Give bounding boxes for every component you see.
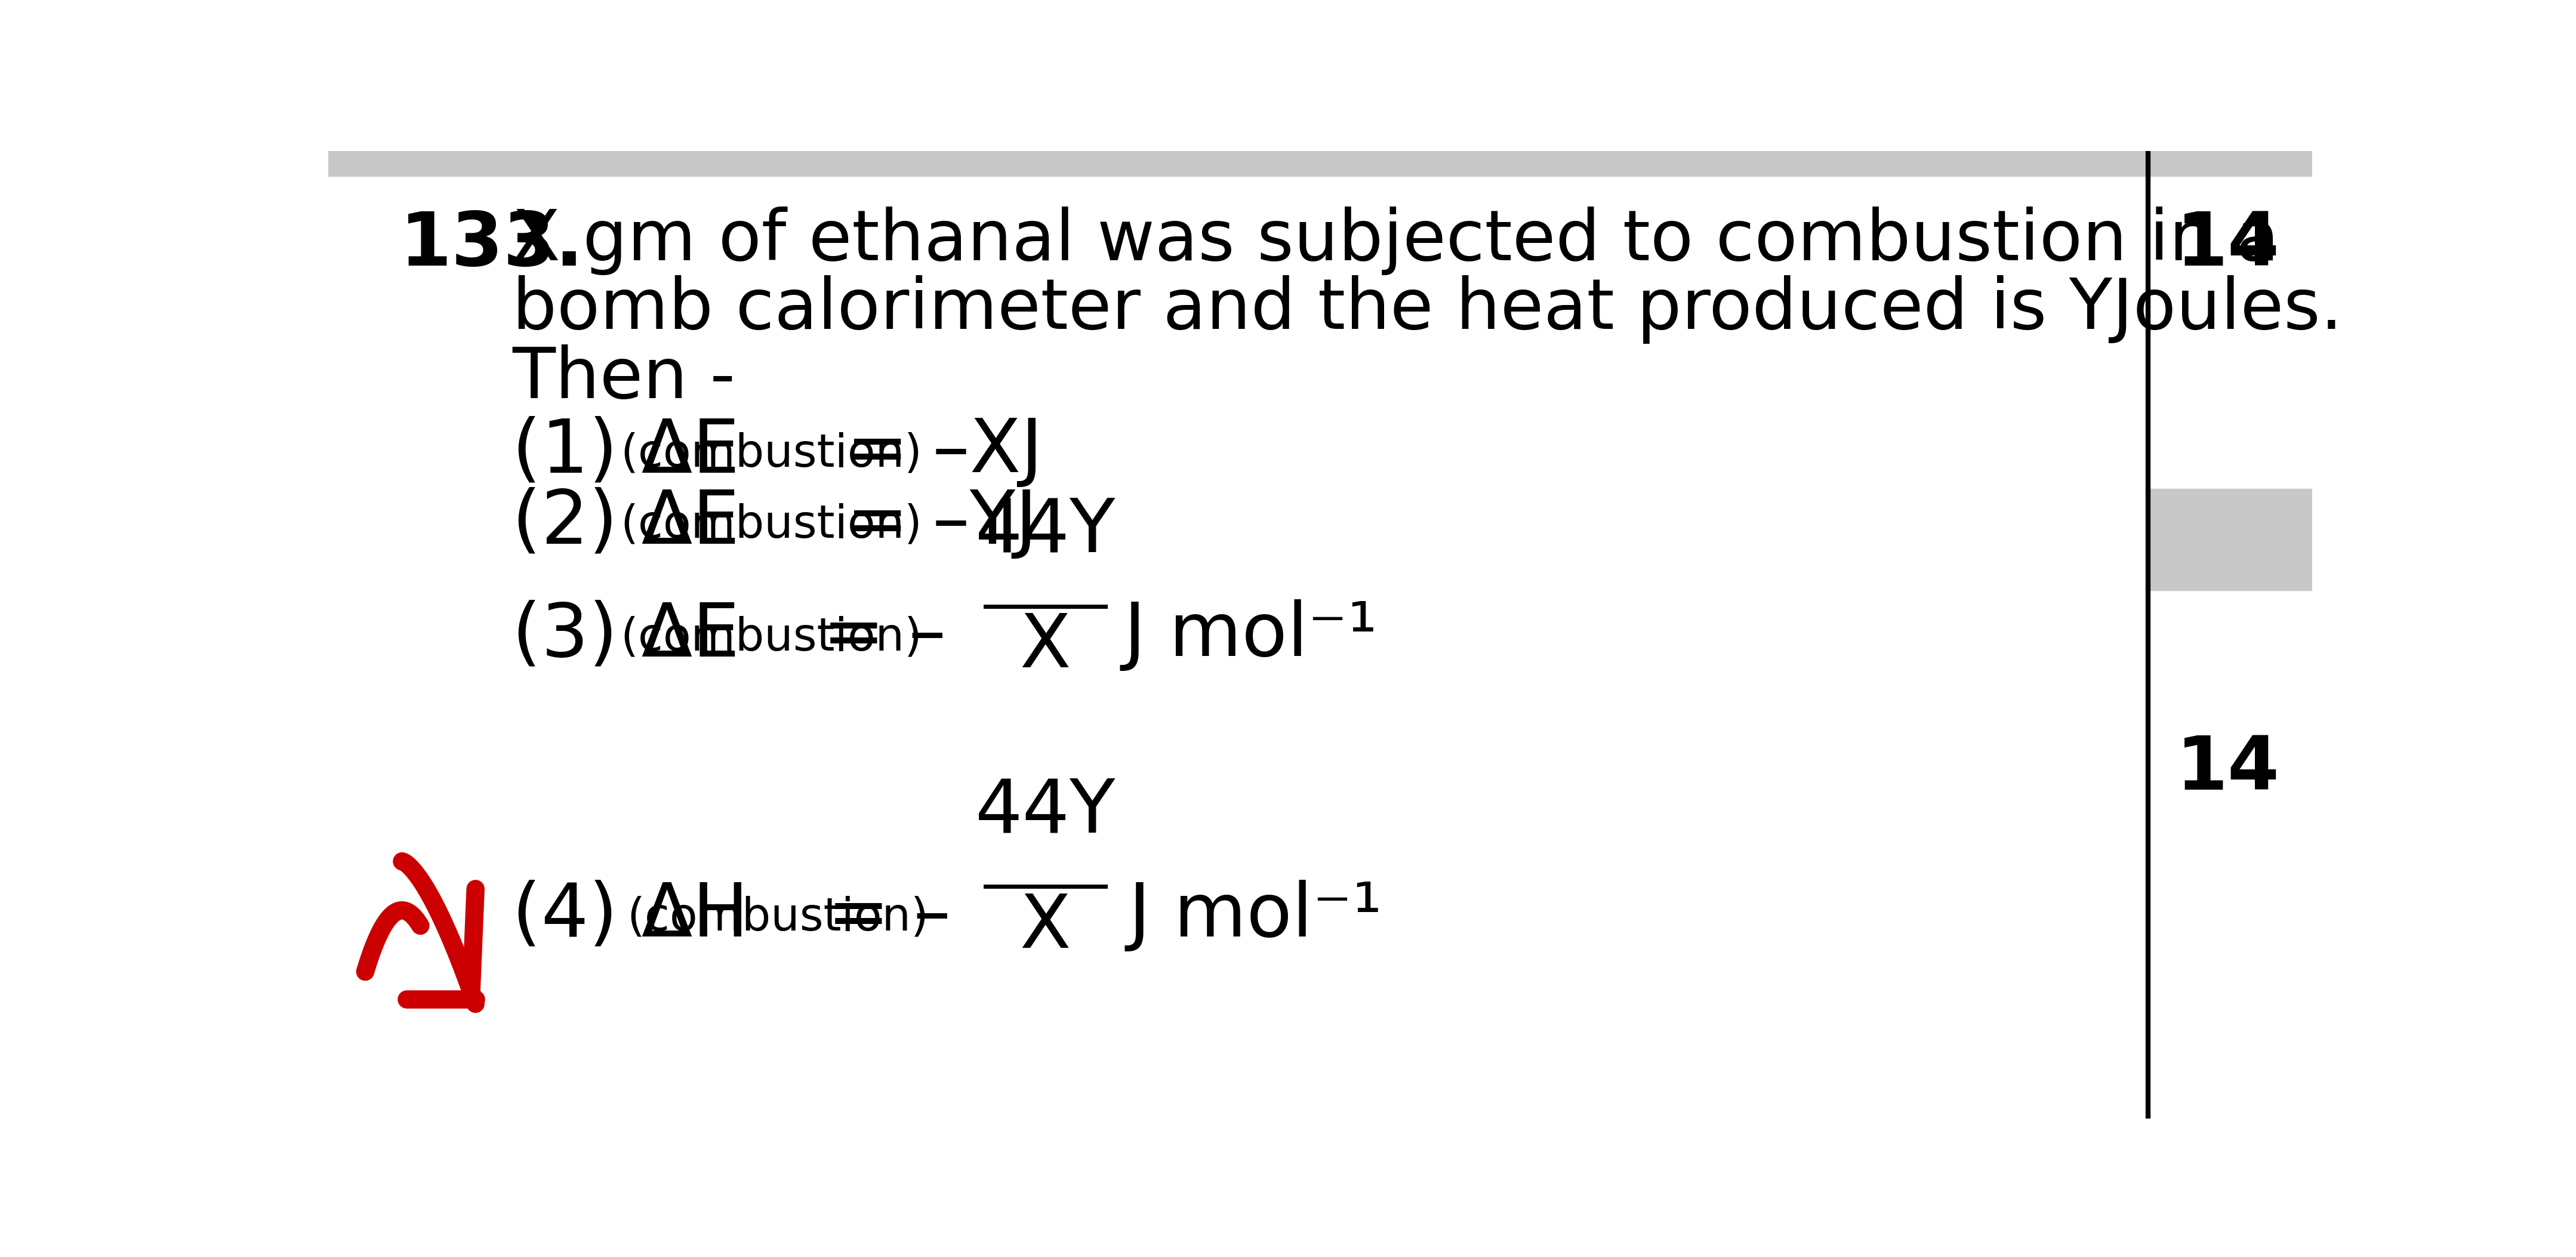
Text: (combustion): (combustion) [626, 896, 930, 940]
Text: = –: = – [822, 600, 945, 671]
Text: J mol⁻¹: J mol⁻¹ [1123, 600, 1378, 671]
Text: = –: = – [827, 880, 951, 952]
Text: X: X [1020, 611, 1072, 683]
Text: J mol⁻¹: J mol⁻¹ [1128, 880, 1383, 952]
Bar [2148, 489, 2313, 591]
Text: 14: 14 [2177, 733, 2280, 804]
Text: = –XJ: = –XJ [822, 416, 1043, 488]
Text: (4) ΔH: (4) ΔH [513, 880, 750, 952]
Text: bomb calorimeter and the heat produced is YJoules.: bomb calorimeter and the heat produced i… [513, 275, 2344, 344]
Text: (3) ΔE: (3) ΔE [513, 600, 739, 671]
Text: X: X [1020, 891, 1072, 963]
Text: X gm of ethanal was subjected to combustion in a: X gm of ethanal was subjected to combust… [513, 206, 2280, 275]
Text: 133.: 133. [399, 209, 585, 282]
Text: (1) ΔE: (1) ΔE [513, 416, 739, 488]
Text: Then -: Then - [513, 344, 737, 414]
Text: (2) ΔE: (2) ΔE [513, 486, 739, 559]
Text: 44Y: 44Y [976, 776, 1115, 847]
Text: (combustion): (combustion) [621, 431, 922, 476]
Bar [330, 151, 2313, 176]
Text: (combustion): (combustion) [621, 616, 922, 660]
Text: (combustion): (combustion) [621, 503, 922, 547]
Text: 44Y: 44Y [976, 495, 1115, 567]
Text: 14: 14 [2177, 209, 2280, 282]
Text: = –YJ: = –YJ [822, 486, 1038, 559]
